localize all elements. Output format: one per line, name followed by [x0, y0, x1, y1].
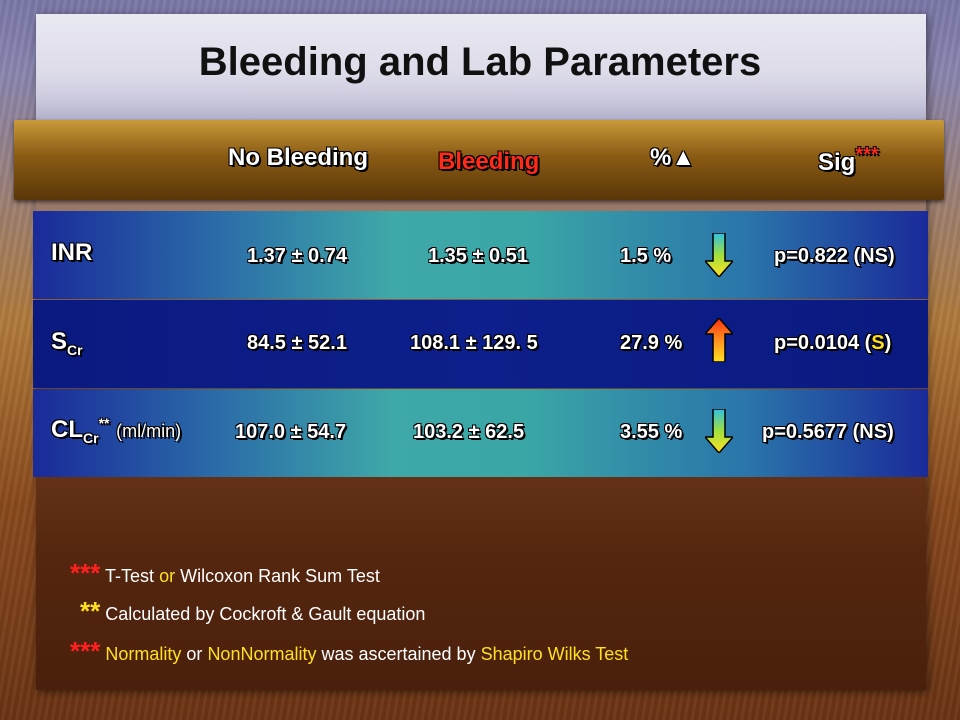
footnote-marker: ***: [70, 558, 101, 588]
row-label-clcr: CLCr** (ml/min): [51, 415, 181, 446]
header-pct-change: %▲: [650, 144, 696, 171]
row-label-unit: (ml/min): [116, 421, 182, 441]
table-row: INR 1.37 ± 0.74 1.35 ± 0.51 1.5 % p=0.82…: [33, 211, 928, 299]
up-arrow-icon: [705, 318, 733, 362]
footnote-text: Calculated by Cockroft & Gault equation: [105, 604, 426, 624]
pct-change-value: 3.55 %: [620, 421, 683, 443]
footnote-marker: **: [80, 596, 101, 626]
table-row: CLCr** (ml/min) 107.0 ± 54.7 103.2 ± 62.…: [33, 389, 928, 477]
bleeding-value: 108.1 ± 129. 5: [410, 332, 538, 354]
header-no-bleeding: No Bleeding: [228, 144, 369, 171]
row-label-inr: INR: [51, 239, 93, 266]
header-sig: Sig***: [818, 144, 879, 177]
bleeding-value: 1.35 ± 0.51: [428, 245, 528, 267]
footnote-calculation: ** Calculated by Cockroft & Gault equati…: [80, 596, 425, 627]
significance-flag: S: [871, 332, 885, 354]
p-value: p=0.0104 (S): [774, 332, 891, 355]
row-label-scr: SCr: [51, 328, 83, 358]
bleeding-value: 103.2 ± 62.5: [413, 421, 525, 443]
footnote-text: Wilcoxon Rank Sum Test: [180, 566, 380, 586]
p-value: p=0.822 (NS): [774, 245, 895, 267]
footnote-test-name: Shapiro Wilks Test: [480, 644, 629, 664]
no-bleeding-value: 107.0 ± 54.7: [235, 421, 347, 443]
no-bleeding-value: 1.37 ± 0.74: [247, 245, 347, 267]
down-arrow-icon: [705, 233, 733, 277]
pct-change-value: 27.9 %: [620, 332, 683, 354]
no-bleeding-value: 84.5 ± 52.1: [247, 332, 347, 354]
header-sig-marker: ***: [855, 144, 879, 166]
p-value-suffix: ): [884, 332, 892, 354]
table-header-bar: No Bleeding Bleeding %▲ Sig***: [14, 120, 944, 200]
header-bleeding: Bleeding: [438, 148, 540, 175]
row-label-main: S: [51, 328, 68, 355]
row-label-sub: Cr: [67, 341, 83, 358]
footnote-nonnormality-word: NonNormality: [207, 644, 317, 664]
down-arrow-icon: [705, 409, 733, 453]
footnote-test: *** T-Test or Wilcoxon Rank Sum Test: [70, 558, 380, 589]
page-title: Bleeding and Lab Parameters: [198, 40, 762, 84]
footnote-or: or: [159, 566, 176, 586]
table-row: SCr 84.5 ± 52.1 108.1 ± 129. 5 27.9 % p=…: [33, 300, 928, 388]
row-label-main: CL: [51, 416, 83, 443]
p-value-prefix: p=0.0104 (: [774, 332, 872, 354]
footnote-normality-word: Normality: [105, 644, 182, 664]
footnote-or: or: [186, 644, 203, 664]
footnote-marker: ***: [70, 636, 101, 666]
footnote-normality: *** Normality or NonNormality was ascert…: [70, 636, 628, 667]
row-label-marker: **: [98, 415, 110, 431]
p-value: p=0.5677 (NS): [762, 421, 894, 443]
footnote-text: T-Test: [105, 566, 155, 586]
pct-change-value: 1.5 %: [620, 245, 672, 267]
footnote-text: was ascertained by: [321, 644, 476, 664]
header-sig-label: Sig: [818, 149, 856, 176]
row-label-sub: Cr: [83, 429, 99, 446]
